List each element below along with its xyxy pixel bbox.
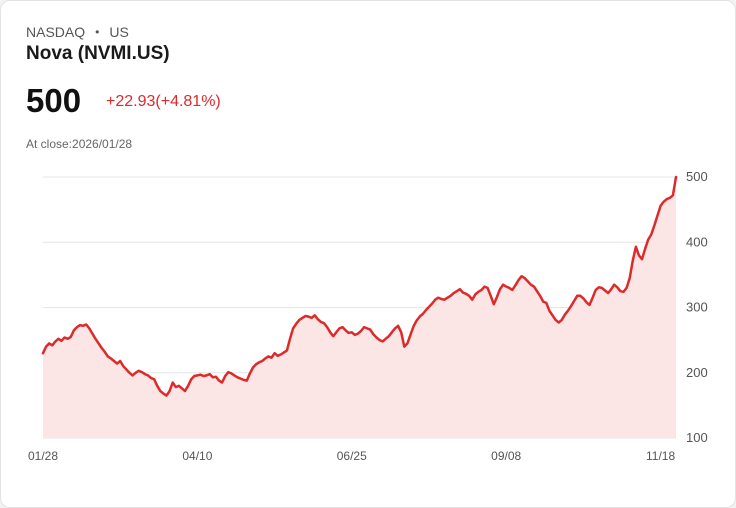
current-price: 500: [26, 82, 82, 119]
price-area: [43, 177, 676, 438]
x-tick-label: 11/18: [646, 449, 675, 463]
y-tick-label: 500: [686, 169, 708, 184]
change-amount: +22.93: [106, 93, 156, 110]
stock-title: Nova (NVMI.US): [26, 43, 170, 64]
x-tick-label: 04/10: [182, 449, 212, 463]
x-tick-label: 09/08: [491, 449, 521, 463]
market-region: US: [109, 24, 129, 40]
x-tick-label: 01/28: [28, 449, 58, 463]
exchange-line: NASDAQ • US: [26, 24, 129, 40]
close-label: At close:: [26, 137, 73, 151]
close-date: 2026/01/28: [72, 137, 133, 151]
y-tick-label: 200: [686, 365, 708, 380]
y-tick-label: 300: [686, 300, 708, 315]
x-tick-label: 06/25: [337, 449, 367, 463]
price-change: +22.93(+4.81%): [106, 93, 221, 111]
y-tick-label: 400: [686, 234, 708, 249]
y-tick-label: 100: [686, 430, 708, 445]
separator-dot: •: [95, 25, 100, 39]
close-date-line: At close:2026/01/28: [26, 137, 132, 151]
exchange-name: NASDAQ: [26, 24, 86, 40]
change-percent: (+4.81%): [155, 93, 221, 110]
price-line: [41, 175, 678, 397]
